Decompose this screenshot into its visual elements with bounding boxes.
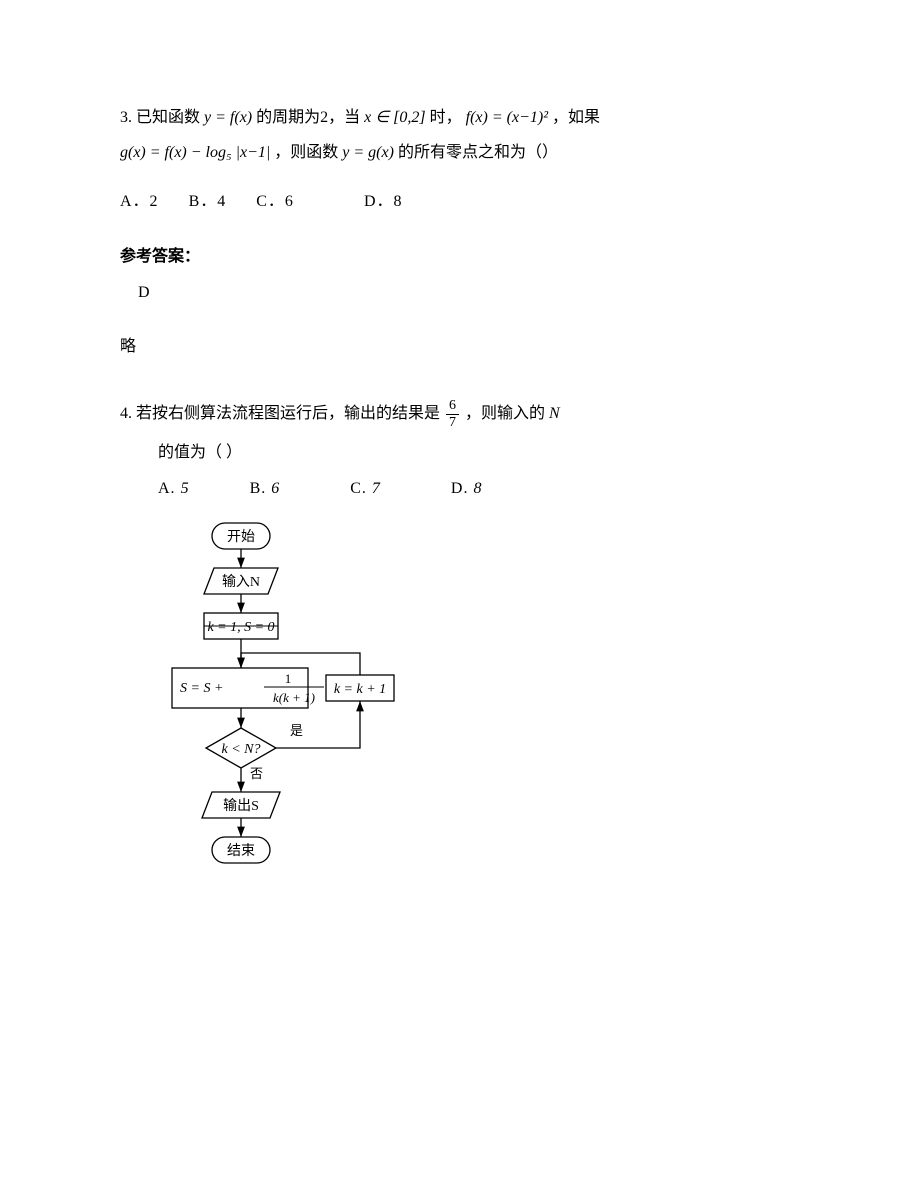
question-3: 3. 已知函数 y = f(x) 的周期为2，当 x ∈ [0,2] 时， f(…: [120, 100, 800, 356]
q4-frac-den: 7: [446, 415, 459, 430]
q4-number: 4.: [120, 405, 132, 422]
q4-varN: N: [549, 405, 560, 422]
q3-t1: 已知函数: [136, 109, 200, 126]
q4-opt-d-lbl: D.: [451, 475, 469, 504]
svg-text:k = k + 1: k = k + 1: [334, 682, 386, 697]
svg-text:结束: 结束: [227, 843, 255, 859]
q4-opt-b-v: 6: [271, 475, 280, 504]
q4-t2: ，则输入的: [465, 405, 545, 422]
q3-line2-end: 的所有零点之和为（）: [398, 144, 558, 161]
q3-opt-a: A．2: [120, 188, 159, 217]
q3-line2-mid: ，则函数: [274, 144, 338, 161]
q4-opt-c-lbl: C.: [350, 475, 367, 504]
q3-line2-expr2: y = g(x): [342, 144, 394, 161]
q4-frac: 6 7: [446, 399, 459, 430]
q4-t1: 若按右侧算法流程图运行后，输出的结果是: [136, 405, 440, 422]
q4-opt-c-v: 7: [372, 475, 381, 504]
q3-number: 3.: [120, 109, 132, 126]
svg-text:开始: 开始: [227, 529, 255, 545]
q4-opt-d-v: 8: [473, 475, 482, 504]
q3-answer-label: 参考答案：: [120, 242, 800, 266]
q4-frac-num: 6: [446, 399, 459, 415]
q4-line2: 的值为（ ）: [158, 435, 800, 470]
q3-options: A．2 B．4 C．6 D．8: [120, 188, 800, 217]
q3-t3: 时，: [430, 109, 462, 126]
svg-text:输出S: 输出S: [223, 798, 259, 814]
svg-text:否: 否: [250, 766, 263, 781]
q4-options: A. 5 B. 6 C. 7 D. 8: [158, 475, 800, 504]
svg-text:是: 是: [290, 723, 303, 738]
flowchart-svg: 是否 开始输入N k = 1, S = 0 S = S + 1 k(k + 1) k = …: [140, 513, 410, 883]
q3-line2-expr: g(x) = f(x) − log₅ |x−1|: [120, 144, 270, 161]
svg-text:k < N?: k < N?: [222, 742, 261, 757]
flowchart: 是否 开始输入N k = 1, S = 0 S = S + 1 k(k + 1) k = …: [140, 513, 800, 888]
q3-opt-d: D．8: [364, 188, 403, 217]
q3-stem: 3. 已知函数 y = f(x) 的周期为2，当 x ∈ [0,2] 时， f(…: [120, 100, 800, 170]
q3-opt-b: B．4: [189, 188, 227, 217]
svg-text:S = S +: S = S +: [180, 681, 223, 696]
q3-answer-value: D: [138, 284, 800, 302]
svg-text:1: 1: [285, 671, 292, 686]
q3-t4: ，如果: [552, 109, 600, 126]
q4-opt-b-lbl: B.: [250, 475, 267, 504]
q3-opt-c: C．6: [256, 188, 294, 217]
q3-answer-note: 略: [120, 332, 800, 356]
q3-expr3: f(x) = (x−1)²: [466, 109, 548, 126]
q3-expr1: y = f(x): [204, 109, 252, 126]
question-4: 4. 若按右侧算法流程图运行后，输出的结果是 6 7 ，则输入的 N 的值为（ …: [120, 396, 800, 888]
q4-stem: 4. 若按右侧算法流程图运行后，输出的结果是 6 7 ，则输入的 N: [120, 396, 800, 431]
q4-opt-a-lbl: A.: [158, 475, 176, 504]
svg-text:k = 1, S = 0: k = 1, S = 0: [207, 620, 274, 635]
q4-opt-a-v: 5: [181, 475, 190, 504]
q3-expr2: x ∈ [0,2]: [364, 109, 426, 126]
svg-text:输入N: 输入N: [222, 574, 260, 590]
svg-text:k(k + 1): k(k + 1): [273, 690, 315, 705]
q3-t2: 的周期为2，当: [256, 109, 360, 126]
